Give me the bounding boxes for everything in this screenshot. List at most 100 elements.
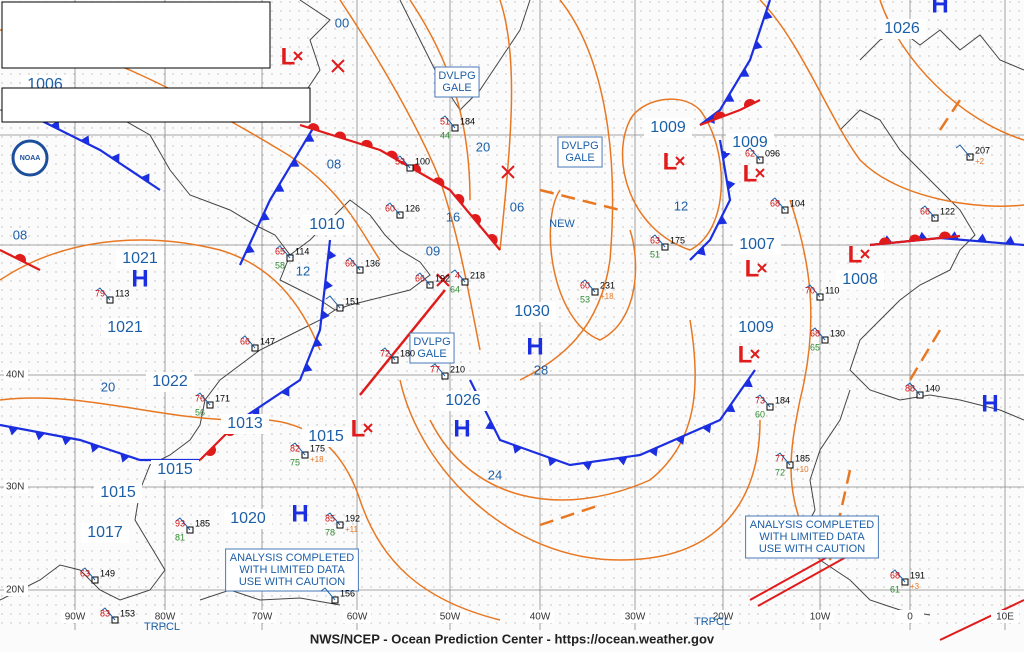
warning-label: GALE bbox=[442, 82, 471, 94]
station-temp: 77 bbox=[775, 453, 785, 463]
wind-barb bbox=[275, 245, 291, 259]
lat-label: 30N bbox=[6, 482, 24, 493]
low-x bbox=[860, 249, 870, 259]
caution-note: ANALYSIS COMPLETED bbox=[230, 552, 355, 564]
trough bbox=[908, 329, 942, 381]
isobar-label: 1020 bbox=[230, 510, 266, 527]
station-temp: 66 bbox=[415, 273, 425, 283]
wind-barb bbox=[650, 234, 666, 248]
cold-front-barb bbox=[582, 461, 593, 471]
station-pressure: 185 bbox=[195, 518, 210, 528]
wind-barb bbox=[325, 512, 341, 526]
station-dewpoint: 56 bbox=[195, 407, 205, 417]
lat-label-bg bbox=[4, 583, 28, 596]
cold-front-barb bbox=[485, 420, 495, 430]
wind-barb bbox=[450, 269, 466, 283]
station-dewpoint: 65 bbox=[810, 342, 820, 352]
high-center: H bbox=[291, 500, 308, 527]
pressure-label-bg bbox=[508, 302, 556, 322]
wind-barb bbox=[345, 257, 361, 271]
lon-label-bg bbox=[709, 610, 737, 623]
low-center: L bbox=[351, 415, 366, 442]
lon-label-bg bbox=[991, 610, 1019, 623]
cold-front-barb bbox=[304, 133, 315, 142]
wind-barb bbox=[440, 115, 456, 129]
station-pressure: 210 bbox=[450, 364, 465, 374]
isobar-label: 1009 bbox=[650, 119, 686, 136]
tropical-wave bbox=[757, 555, 849, 607]
isobar-label: 1010 bbox=[309, 216, 345, 233]
pressure-label-bg bbox=[836, 270, 884, 290]
isobar-label: 1009 bbox=[732, 134, 768, 151]
isobar-label: 1015 bbox=[157, 461, 193, 478]
lat-label-bg bbox=[4, 480, 28, 493]
warning-label: GALE bbox=[565, 152, 594, 164]
isobar-label: 28 bbox=[534, 362, 548, 377]
low-x bbox=[675, 156, 685, 166]
low-center: L bbox=[281, 43, 296, 70]
wind-barb bbox=[80, 567, 96, 581]
wind-barb bbox=[920, 205, 936, 219]
station-temp: 79 bbox=[95, 288, 105, 298]
station-temp: 83 bbox=[100, 608, 110, 618]
cold-front-barb bbox=[313, 337, 323, 348]
isobar-label: 1015 bbox=[308, 428, 344, 445]
pressure-label-bg bbox=[94, 483, 142, 503]
pressure-label-bg bbox=[116, 249, 164, 269]
station-dewpoint: 60 bbox=[755, 409, 765, 419]
wind-barb bbox=[380, 347, 396, 361]
cold-front-barb bbox=[977, 233, 987, 242]
lon-label-bg bbox=[436, 610, 464, 623]
station-pressure: 147 bbox=[260, 336, 275, 346]
cold-front-barb bbox=[763, 10, 773, 20]
cold-front-barb bbox=[274, 183, 285, 192]
cold-front-barb bbox=[717, 215, 728, 225]
warm-front-barb bbox=[14, 254, 26, 263]
isobar-label: 20 bbox=[476, 139, 490, 154]
station-pressure: 184 bbox=[460, 116, 475, 126]
low-x bbox=[755, 168, 765, 178]
wind-barb bbox=[100, 607, 116, 621]
wind-barb bbox=[430, 363, 446, 377]
station-pressure: 104 bbox=[790, 198, 805, 208]
wind-barb bbox=[810, 327, 826, 341]
isobar-label: 06 bbox=[510, 199, 524, 214]
wind-barb bbox=[580, 279, 596, 293]
isobar-label: 08 bbox=[13, 227, 27, 242]
isobar-label: 1022 bbox=[152, 373, 188, 390]
warm-front-barb bbox=[744, 98, 756, 108]
isobar-label: 08 bbox=[327, 156, 341, 171]
lon-label-bg bbox=[151, 610, 179, 623]
cold-front-barb bbox=[321, 310, 330, 320]
station-temp: 63 bbox=[80, 568, 90, 578]
warm-front-barb bbox=[360, 139, 373, 148]
isobar-label: 24 bbox=[488, 467, 502, 482]
wind-barb bbox=[775, 452, 791, 466]
cold-front-barb bbox=[675, 435, 685, 445]
cold-front-barb bbox=[140, 173, 150, 183]
cold-front-barb bbox=[61, 436, 72, 446]
low-x bbox=[750, 349, 760, 359]
tropical-label: TRPCL bbox=[144, 621, 180, 633]
wind-barb bbox=[745, 147, 761, 161]
wind-barb bbox=[905, 382, 921, 396]
cold-front-barb bbox=[327, 250, 337, 260]
cold-front bbox=[239, 124, 316, 266]
warm-front-barb bbox=[714, 111, 726, 120]
station-temp: 70 bbox=[805, 285, 815, 295]
lon-label-bg bbox=[526, 610, 554, 623]
cold-front-barb bbox=[726, 180, 736, 190]
isobar-label: 1008 bbox=[842, 271, 878, 288]
station-temp: 68 bbox=[810, 328, 820, 338]
station-pressure: 100 bbox=[415, 156, 430, 166]
station-dewpoint: 78 bbox=[325, 527, 335, 537]
cold-front-barb bbox=[617, 456, 628, 466]
pressure-label-bg bbox=[81, 523, 129, 543]
station-pressure: 175 bbox=[310, 443, 325, 453]
isobar-label: 09 bbox=[426, 243, 440, 258]
caution-note-box bbox=[745, 515, 879, 559]
low-center: L bbox=[745, 255, 760, 282]
station-tendency: +18 bbox=[600, 292, 614, 301]
cold-front-barb bbox=[50, 120, 60, 130]
